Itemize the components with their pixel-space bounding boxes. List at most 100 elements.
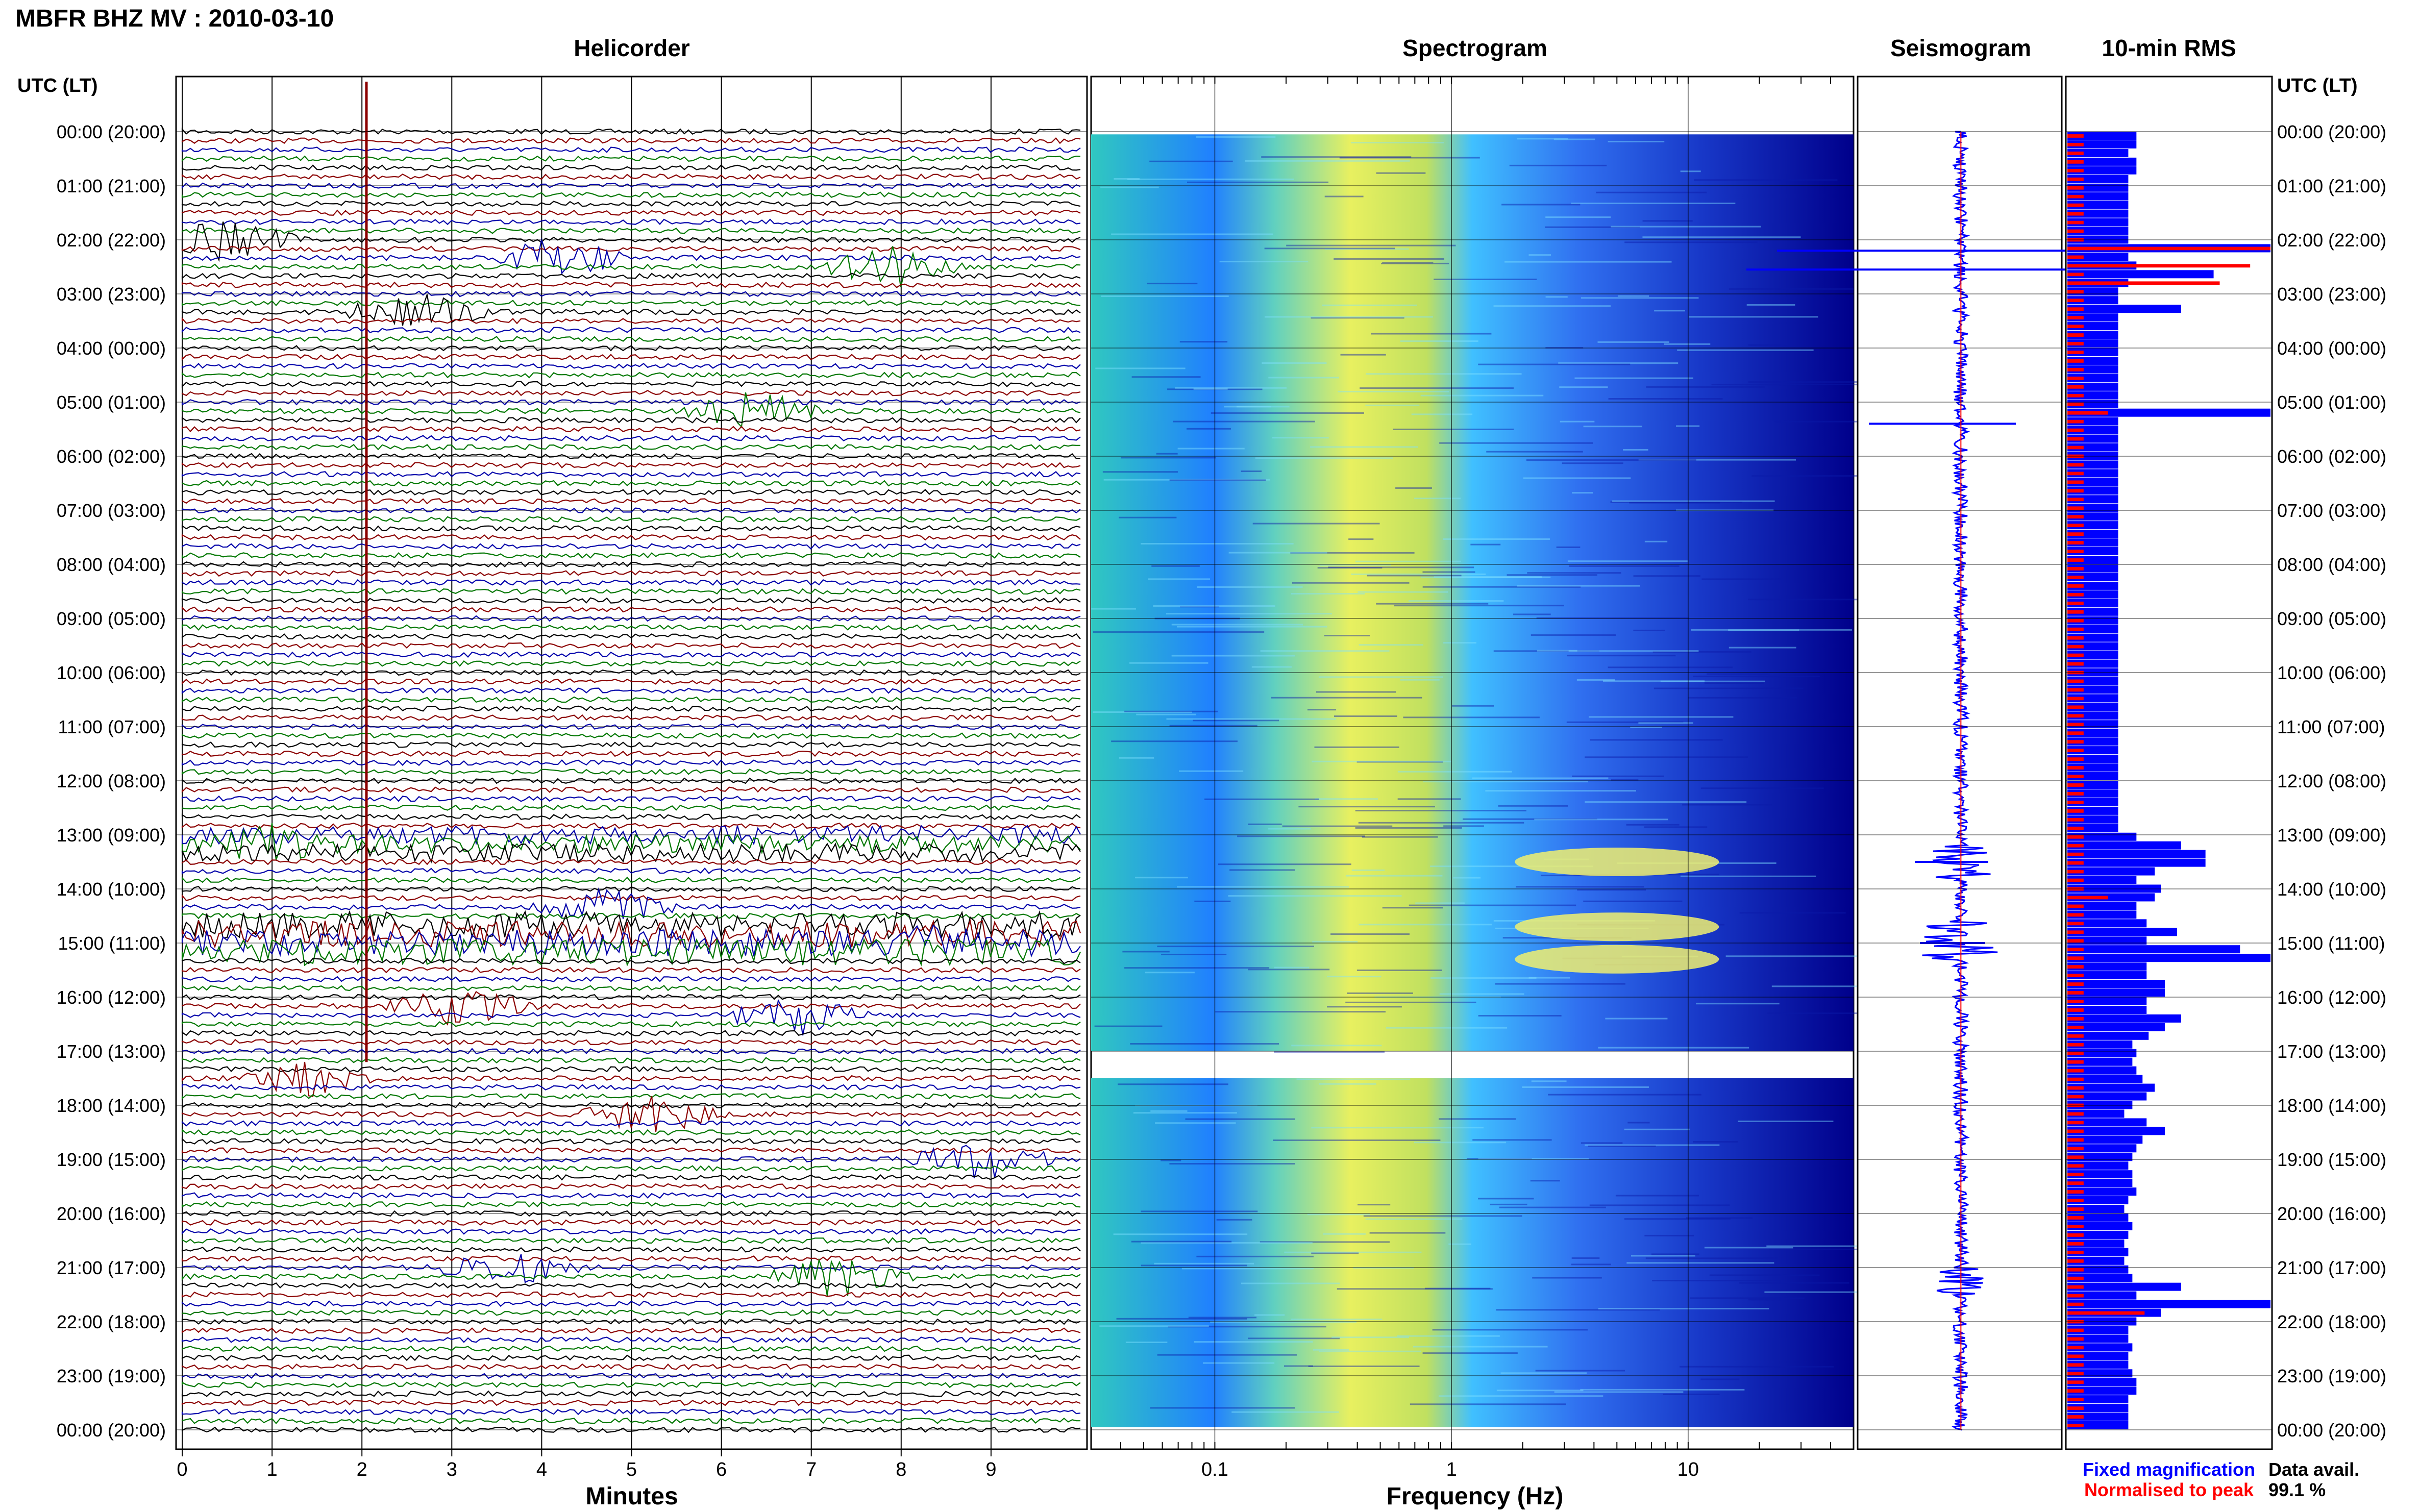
spectrogram-texture (1509, 164, 1607, 166)
spectrogram-texture (1470, 543, 1501, 546)
spectrogram-texture (1537, 650, 1577, 652)
helicorder-trace (181, 723, 1081, 730)
spectrogram-texture (1652, 1280, 1781, 1282)
helicorder-trace (181, 858, 1081, 865)
rms-fixed-bar (2067, 1386, 2137, 1395)
spectrogram-texture (1439, 442, 1593, 444)
minute-tick-label: 2 (357, 1459, 367, 1480)
rms-normalised-bar (2067, 878, 2084, 882)
helicorder-trace (181, 885, 1081, 893)
spectrogram-texture (1704, 682, 1764, 684)
spectrogram-texture (1496, 1309, 1660, 1311)
rms-fixed-bar (2067, 954, 2270, 962)
spectrogram-texture (1585, 1144, 1720, 1146)
rms-fixed-bar (2067, 1326, 2129, 1334)
helicorder-trace (181, 534, 1081, 541)
spectrogram-texture (1517, 585, 1640, 587)
spectrogram-texture (1274, 1051, 1385, 1053)
rms-normalised-bar (2067, 143, 2084, 146)
spectrogram-texture (1187, 181, 1329, 183)
spectrogram-texture (1651, 1253, 1699, 1255)
spectrogram-texture (1646, 386, 1765, 388)
rms-normalised-bar (2067, 246, 2270, 251)
time-label-right: 14:00 (10:00) (2277, 879, 2386, 900)
spectrogram-texture (1748, 344, 1788, 346)
spectrogram-texture (1556, 546, 1581, 548)
rms-normalised-bar (2067, 809, 2084, 813)
helicorder-trace (181, 924, 1081, 958)
helicorder-trace (181, 209, 1081, 216)
rms-normalised-bar (2067, 532, 2084, 536)
spectrogram-texture (1386, 1027, 1508, 1029)
spectrogram-texture (1545, 296, 1568, 298)
rms-normalised-bar (2067, 766, 2084, 770)
spectrogram-texture (1291, 592, 1365, 594)
spectrogram-texture (1169, 1163, 1296, 1165)
time-label-left: 00:00 (20:00) (57, 1420, 166, 1441)
rms-fixed-bar (2067, 1196, 2129, 1205)
rms-normalised-bar (2067, 272, 2084, 277)
rms-fixed-bar (2067, 1412, 2129, 1421)
rms-normalised-bar (2067, 852, 2084, 856)
spectrogram-texture (1314, 746, 1399, 748)
time-label-left: 03:00 (23:00) (57, 284, 166, 305)
spectrogram-texture (1229, 869, 1295, 871)
spectrogram-texture (1362, 836, 1438, 838)
spectrogram-texture (1693, 676, 1820, 678)
helicorder-trace (181, 966, 1081, 974)
helicorder-trace (181, 1219, 1081, 1226)
spectrogram-texture (1131, 376, 1201, 378)
spectrogram-texture (1340, 354, 1386, 356)
time-label-left: 07:00 (03:00) (57, 500, 166, 521)
spectrogram-texture (1523, 477, 1631, 479)
helicorder-trace (181, 354, 1081, 361)
spectrogram-texture (1602, 680, 1705, 682)
rms-normalised-bar (2067, 419, 2084, 424)
rms-fixed-bar (2067, 1274, 2133, 1282)
spectrogram-texture (1111, 740, 1238, 742)
spectrogram-texture (1169, 479, 1266, 481)
spectrogram-texture (1113, 1233, 1248, 1235)
rms-fixed-bar (2067, 538, 2118, 547)
spectrogram-texture (1148, 578, 1211, 580)
rms-fixed-bar (2067, 1282, 2181, 1291)
rms-normalised-bar (2067, 775, 2084, 778)
minute-tick-label: 8 (896, 1459, 906, 1480)
helicorder-trace (181, 1066, 1081, 1073)
minute-tick-label: 6 (716, 1459, 727, 1480)
rms-normalised-bar (2067, 757, 2084, 761)
rms-normalised-bar (2067, 913, 2084, 917)
spectrogram-texture (1400, 679, 1440, 681)
spectrogram-texture (1095, 367, 1186, 369)
rms-fixed-bar (2067, 1014, 2181, 1023)
time-label-right: 00:00 (20:00) (2277, 121, 2386, 142)
spectrogram-texture (1571, 1257, 1600, 1259)
spectrogram-texture (1572, 492, 1593, 494)
helicorder-trace (181, 867, 1081, 875)
spectrogram-texture (1572, 775, 1664, 777)
helicorder-trace (181, 1363, 1081, 1370)
helicorder-trace (181, 1183, 1081, 1190)
time-label-right: 20:00 (16:00) (2277, 1203, 2386, 1224)
spectrogram-texture (1174, 387, 1287, 389)
rms-fixed-bar (2067, 581, 2118, 590)
spectrogram-texture (1136, 713, 1196, 715)
rms-normalised-bar (2067, 749, 2084, 753)
spectrogram-texture (1463, 818, 1597, 820)
spectrogram-texture (1430, 977, 1537, 979)
spectrogram-texture (1260, 1241, 1390, 1243)
spectrogram-texture (1495, 983, 1625, 985)
helicorder-trace (181, 173, 1081, 180)
rms-normalised-bar (2067, 524, 2084, 528)
minute-tick-label: 5 (626, 1459, 637, 1480)
spectrogram-texture (1562, 462, 1623, 464)
helicorder-trace (181, 1120, 1081, 1127)
helicorder-trace (181, 294, 1081, 326)
spectrogram-texture (1193, 388, 1228, 390)
rms-fixed-bar (2067, 1144, 2137, 1153)
spectrogram-texture (1339, 157, 1480, 159)
rms-normalised-bar (2067, 1190, 2084, 1194)
rms-normalised-bar (2067, 1017, 2084, 1021)
spectrogram-texture (1493, 650, 1600, 652)
helicorder-trace (181, 237, 1081, 275)
